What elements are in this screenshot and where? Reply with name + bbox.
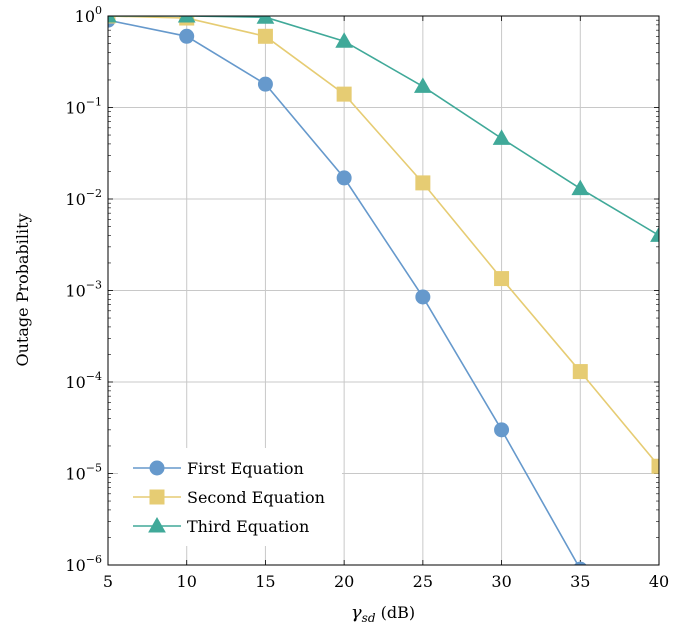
- data-point-second-equation: [494, 271, 510, 287]
- x-tick-label: 35: [570, 572, 590, 591]
- legend: First Equation Second Equation Third Equat…: [118, 448, 342, 546]
- series-line-third-equation: [108, 16, 659, 237]
- y-tick-label: 10−5: [65, 462, 102, 484]
- data-point-first-equation: [336, 170, 352, 186]
- x-tick-label: 20: [334, 572, 354, 591]
- x-tick-label: 10: [177, 572, 197, 591]
- legend-marker: [149, 460, 165, 476]
- y-tick-label: 10−4: [65, 370, 102, 392]
- y-tick-label: 10−1: [65, 96, 102, 118]
- data-point-second-equation: [572, 364, 588, 380]
- x-axis-label: γsd (dB): [351, 602, 415, 625]
- data-point-second-equation: [415, 175, 431, 191]
- legend-label: Third Equation: [187, 517, 309, 536]
- y-tick-label: 10−3: [65, 279, 102, 301]
- x-tick-label: 15: [255, 572, 275, 591]
- data-point-first-equation: [257, 76, 273, 92]
- y-tick-labels: 100 10−1 10−2 10−3 10−4 10−5 10−6: [65, 4, 102, 575]
- data-point-first-equation: [179, 28, 195, 44]
- data-point-first-equation: [494, 422, 510, 438]
- x-tick-labels: 5 10 15 20 25 30 35 40: [103, 572, 669, 591]
- y-tick-label: 100: [75, 4, 102, 26]
- legend-marker: [148, 516, 166, 533]
- data-point-first-equation: [415, 289, 431, 305]
- y-tick-label: 10−2: [65, 187, 102, 209]
- data-point-third-equation: [335, 32, 354, 48]
- series-line-second-equation: [108, 16, 659, 467]
- data-point-third-equation: [108, 16, 117, 23]
- x-tick-label: 30: [491, 572, 511, 591]
- x-tick-label: 5: [103, 572, 113, 591]
- y-axis-label: Outage Probability: [13, 213, 32, 366]
- x-axis-label-symbol: γ: [351, 602, 362, 623]
- data-point-third-equation: [177, 16, 196, 23]
- data-point-first-equation: [574, 561, 587, 565]
- y-tick-label: 10−6: [65, 553, 102, 575]
- series-second-equation: [108, 16, 659, 474]
- data-point-third-equation: [413, 77, 432, 93]
- x-axis-label-unit: (dB): [376, 603, 416, 622]
- data-point-third-equation: [492, 129, 511, 145]
- x-tick-label: 25: [413, 572, 433, 591]
- data-point-third-equation: [650, 226, 659, 242]
- data-point-second-equation: [257, 28, 273, 44]
- legend-entry-first-equation: First Equation: [133, 459, 304, 478]
- data-point-third-equation: [571, 179, 590, 196]
- plot-frame: [107, 15, 660, 566]
- data-point-second-equation: [336, 86, 352, 102]
- legend-entry-third-equation: Third Equation: [133, 516, 309, 536]
- legend-label: First Equation: [187, 459, 304, 478]
- legend-marker: [149, 489, 165, 505]
- data-point-second-equation: [651, 458, 659, 474]
- x-axis-label-subscript: sd: [362, 611, 376, 625]
- legend-label: Second Equation: [187, 488, 325, 507]
- series-layer: [108, 16, 659, 565]
- legend-entry-second-equation: Second Equation: [133, 488, 325, 507]
- x-tick-label: 40: [649, 572, 669, 591]
